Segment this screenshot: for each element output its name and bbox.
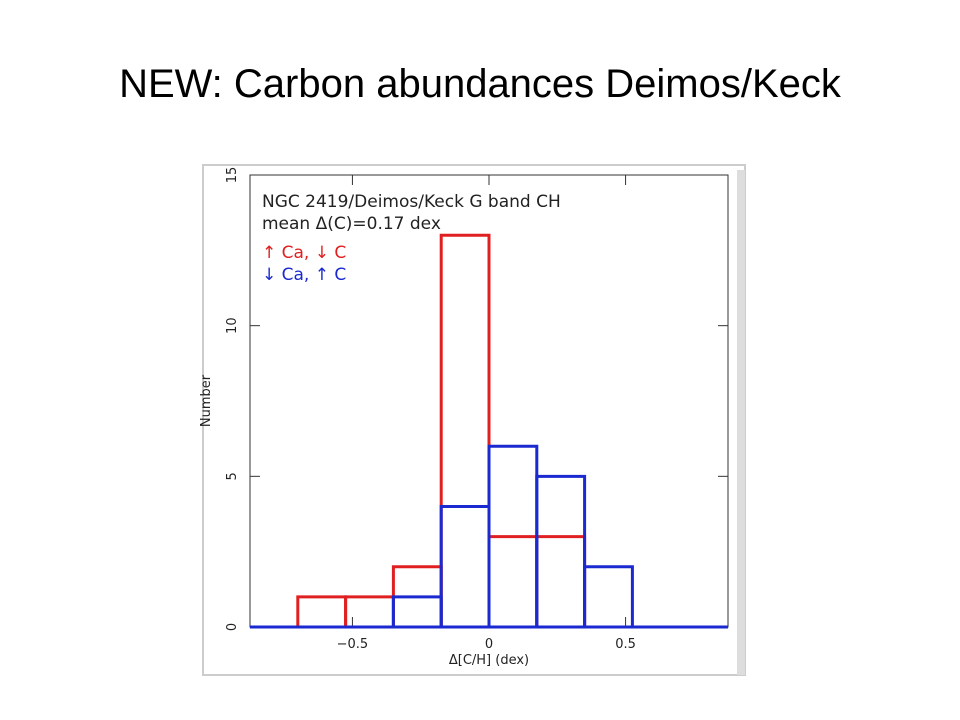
x-axis-label: Δ[C/H] (dex) <box>449 653 529 668</box>
frame-shadow <box>737 170 745 675</box>
x-tick-label: 0.5 <box>615 637 636 652</box>
y-tick-label: 10 <box>225 317 240 334</box>
x-tick-label: 0 <box>485 637 493 652</box>
y-axis-label: Number <box>199 374 214 427</box>
y-tick-label: 0 <box>225 623 240 631</box>
annotation: mean Δ(C)=0.17 dex <box>262 214 441 234</box>
slide-title: NEW: Carbon abundances Deimos/Keck <box>119 62 841 106</box>
y-tick-label: 15 <box>225 167 240 184</box>
histogram-bar <box>535 474 587 627</box>
histogram-bar <box>583 565 634 627</box>
histogram-bar <box>439 233 491 627</box>
y-tick-label: 5 <box>225 472 240 480</box>
x-tick-label: −0.5 <box>337 637 369 652</box>
chart-frame <box>202 164 746 676</box>
annotation: NGC 2419/Deimos/Keck G band CH <box>262 192 561 212</box>
legend-entry: ↓ Ca, ↑ C <box>262 265 346 285</box>
legend-entry: ↑ Ca, ↓ C <box>262 243 346 263</box>
